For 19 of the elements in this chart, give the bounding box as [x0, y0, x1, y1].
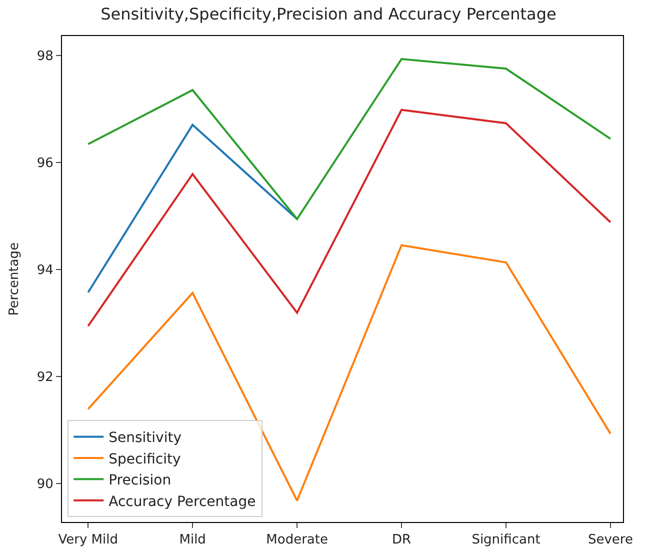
legend-label: Specificity — [108, 451, 181, 468]
x-tick-label: Very Mild — [58, 532, 118, 548]
x-tick-label: Severe — [588, 532, 633, 548]
x-tick-label: DR — [392, 532, 412, 548]
legend-label: Accuracy Percentage — [108, 494, 256, 510]
line-series — [87, 58, 612, 220]
y-tick-label: 98 — [36, 48, 54, 64]
y-tick-label: 92 — [36, 370, 54, 385]
y-tick-label: 96 — [36, 156, 54, 171]
x-tick-label: Significant — [472, 532, 540, 548]
legend-label: Precision — [108, 472, 172, 489]
x-tick-label: Moderate — [266, 532, 328, 548]
chart-title: Sensitivity,Specificity,Precision and Accuracy Percentage — [100, 4, 556, 24]
y-tick-label: 94 — [36, 262, 54, 278]
line-series — [87, 108, 612, 328]
y-tick-label: 90 — [36, 477, 54, 492]
legend-label: Sensitivity — [108, 430, 182, 446]
y-axis-title: Percentage — [6, 242, 22, 316]
x-tick-label: Mild — [179, 532, 206, 548]
